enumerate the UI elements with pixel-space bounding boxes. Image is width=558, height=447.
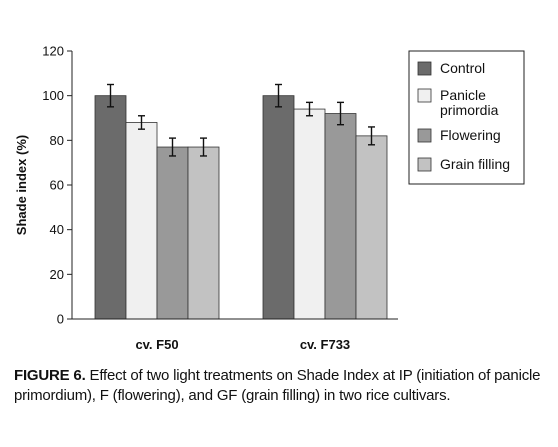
y-axis-title: Shade index (%) — [14, 135, 29, 235]
legend-label: Control — [440, 60, 485, 76]
legend-swatch — [417, 157, 432, 172]
y-tick-label: 80 — [50, 133, 64, 148]
x-category-label: cv. F733 — [300, 337, 350, 352]
bars — [94, 95, 388, 320]
legend-swatch — [417, 128, 432, 143]
y-tick-label: 100 — [42, 88, 64, 103]
legend-swatch — [417, 61, 432, 76]
error-bars — [107, 83, 375, 157]
bar — [156, 146, 189, 320]
figure-caption-text: Effect of two light treatments on Shade … — [14, 367, 541, 404]
bar — [94, 95, 127, 320]
bar — [125, 122, 158, 320]
legend-label: primordia — [440, 102, 499, 118]
legend-label: Flowering — [440, 127, 501, 143]
legend-label: Panicle — [440, 87, 486, 103]
figure-caption: FIGURE 6. Effect of two light treatments… — [14, 366, 544, 406]
bar — [187, 146, 220, 320]
y-tick-label: 120 — [42, 44, 64, 59]
bar — [293, 108, 326, 320]
bar — [355, 135, 388, 320]
bar-chart: 0 20 40 60 80 100 120 cv. F50 cv. F733 Shade in… — [14, 44, 525, 352]
y-tick-label: 0 — [57, 312, 64, 327]
legend-label: Grain filling — [440, 156, 510, 172]
y-tick-label: 60 — [50, 178, 64, 193]
y-tick-label: 20 — [50, 267, 64, 282]
legend-swatch — [417, 88, 432, 103]
figure-label: FIGURE 6. — [14, 367, 86, 384]
y-tick-label: 40 — [50, 222, 64, 237]
bar — [262, 95, 295, 320]
bar — [324, 113, 357, 320]
x-category-label: cv. F50 — [135, 337, 178, 352]
x-axis: cv. F50 cv. F733 — [72, 318, 398, 352]
y-axis: 0 20 40 60 80 100 120 — [42, 44, 73, 327]
